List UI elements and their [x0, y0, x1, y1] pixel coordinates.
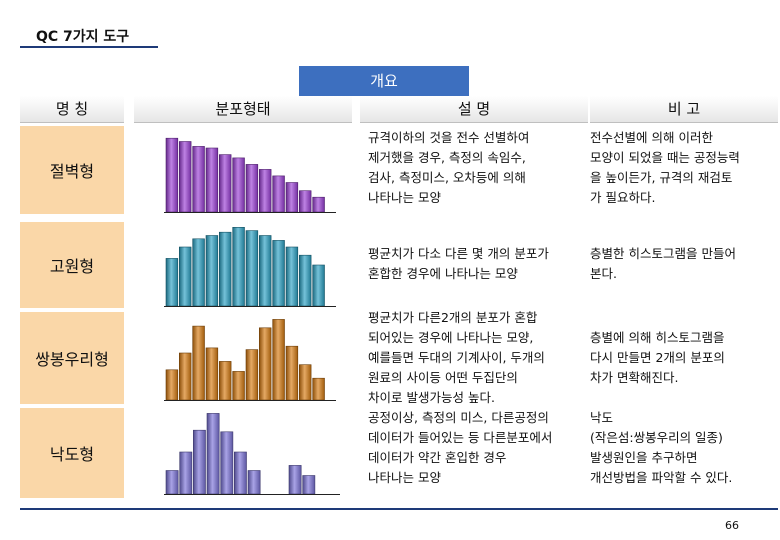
- histogram-bar: [245, 349, 259, 401]
- histogram-bar: [178, 352, 192, 401]
- histogram-bar: [220, 431, 234, 495]
- histogram-cliff: [164, 137, 336, 213]
- histogram-bar: [312, 196, 325, 213]
- histogram-bar: [179, 451, 193, 495]
- histogram-bar: [232, 157, 245, 213]
- header-description: 설 명: [360, 96, 588, 123]
- histogram-double-peak: [164, 319, 336, 401]
- histogram-bar: [272, 319, 285, 401]
- histogram-bar: [247, 470, 261, 495]
- histogram-bar: [285, 182, 299, 213]
- histogram-bar: [288, 465, 302, 495]
- histogram-bar: [165, 369, 179, 401]
- overview-label: 개요: [299, 66, 469, 96]
- histogram-bar: [272, 175, 285, 213]
- histogram-bar: [259, 235, 272, 307]
- slide-title: QC 7가지 도구: [36, 29, 130, 45]
- histogram-bar: [232, 371, 245, 401]
- histogram-bar: [178, 246, 192, 307]
- histogram-bar: [302, 475, 316, 495]
- histogram-bar: [218, 154, 232, 213]
- row-remark: 층별한 히스토그램을 만들어 본다.: [590, 246, 736, 281]
- row-description: 평균치가 다른2개의 분포가 혼합 되어있는 경우에 나타나는 모양, 예를들면 두…: [368, 310, 545, 405]
- row-remark: 층별에 의해 히스토그램을 다시 만들면 2개의 분포의 차가 면확해진다.: [590, 330, 725, 385]
- histogram-bar: [285, 246, 299, 307]
- row-remark: 전수선별에 의해 이러한 모양이 되었을 때는 공정능력 을 높이든가, 규격의 재…: [590, 130, 740, 205]
- row-name: 고원형: [20, 222, 124, 308]
- header-shape: 분포형태: [134, 96, 352, 123]
- histogram-bar: [299, 254, 312, 307]
- histogram-isolated-island: [164, 413, 340, 495]
- histogram-bar: [218, 231, 232, 307]
- histogram-bar: [299, 190, 312, 213]
- row-name: 쌍봉우리형: [20, 312, 124, 404]
- histogram-bar: [206, 413, 220, 495]
- row-description: 평균치가 다소 다른 몇 개의 분포가 혼합한 경우에 나타나는 모양: [368, 246, 549, 281]
- page-number: 66: [725, 519, 739, 532]
- histogram-bar: [245, 230, 259, 307]
- histogram-bar: [234, 451, 247, 495]
- title-underline: [20, 46, 158, 48]
- histogram-bar: [259, 327, 272, 401]
- histogram-bar: [285, 345, 299, 401]
- histogram-bar: [192, 429, 206, 495]
- row-description: 공정이상, 측정의 미스, 다른공정의 데이터가 들어있는 등 다른분포에서 데이터…: [368, 410, 553, 485]
- histogram-bar: [312, 377, 325, 401]
- row-description: 규격이하의 것을 전수 선별하여 제거했을 경우, 측정의 속임수, 검사, 측정미…: [368, 130, 530, 205]
- histogram-bar: [192, 238, 205, 307]
- histogram-bar: [232, 227, 245, 307]
- histogram-bar: [272, 240, 285, 307]
- histogram-plateau: [164, 227, 336, 307]
- histogram-bar: [165, 470, 179, 495]
- histogram-bar: [299, 364, 312, 401]
- histogram-bar: [165, 137, 179, 213]
- histogram-bar: [205, 147, 219, 213]
- row-name: 절벽형: [20, 126, 124, 214]
- histogram-bar: [205, 347, 219, 401]
- histogram-bar: [205, 235, 219, 307]
- histogram-bar: [218, 361, 232, 401]
- histogram-bar: [259, 169, 272, 213]
- header-remark: 비 고: [590, 96, 778, 123]
- histogram-bar: [192, 146, 205, 213]
- row-remark: 낙도 (작은섬:쌍봉우리의 일종) 발생원인을 추구하면 개선방법을 파악할 수 있다…: [590, 410, 733, 485]
- histogram-bar: [245, 164, 259, 213]
- footer-rule: [20, 508, 778, 510]
- histogram-bar: [165, 258, 179, 307]
- histogram-bar: [178, 141, 192, 213]
- header-name: 명 칭: [20, 96, 124, 123]
- histogram-bar: [192, 325, 205, 401]
- row-name: 낙도형: [20, 408, 124, 498]
- histogram-bar: [312, 264, 325, 307]
